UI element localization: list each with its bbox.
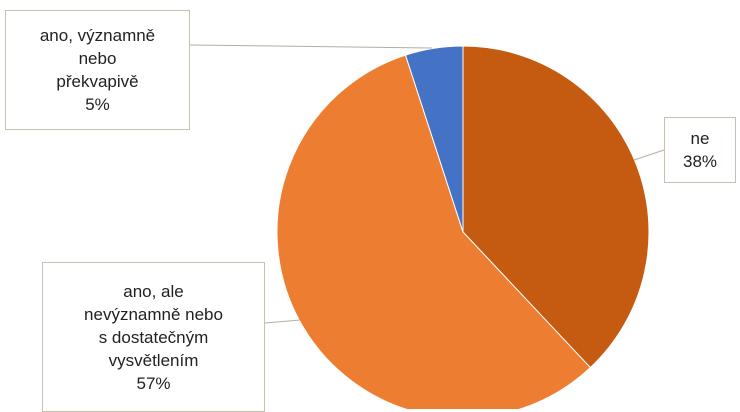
label-category: ano, významně nebo překvapivě [39,26,156,91]
leader-line [264,319,301,324]
data-label: ano, významně nebo překvapivě 5% [5,10,190,130]
data-label: ne 38% [664,117,736,183]
leader-line [189,44,433,49]
data-label: ano, ale nevýznamně nebo s dostatečným v… [42,262,265,412]
label-value: 57% [136,373,171,393]
leader-line [633,149,665,161]
label-category: ne [690,129,710,148]
pie-slice [276,54,592,409]
label-value: 38% [682,152,718,171]
pie-slice [462,45,650,369]
pie-slice [404,45,464,233]
label-category: ano, ale nevýznamně nebo s dostatečným v… [84,281,223,370]
label-value: 5% [85,95,110,114]
